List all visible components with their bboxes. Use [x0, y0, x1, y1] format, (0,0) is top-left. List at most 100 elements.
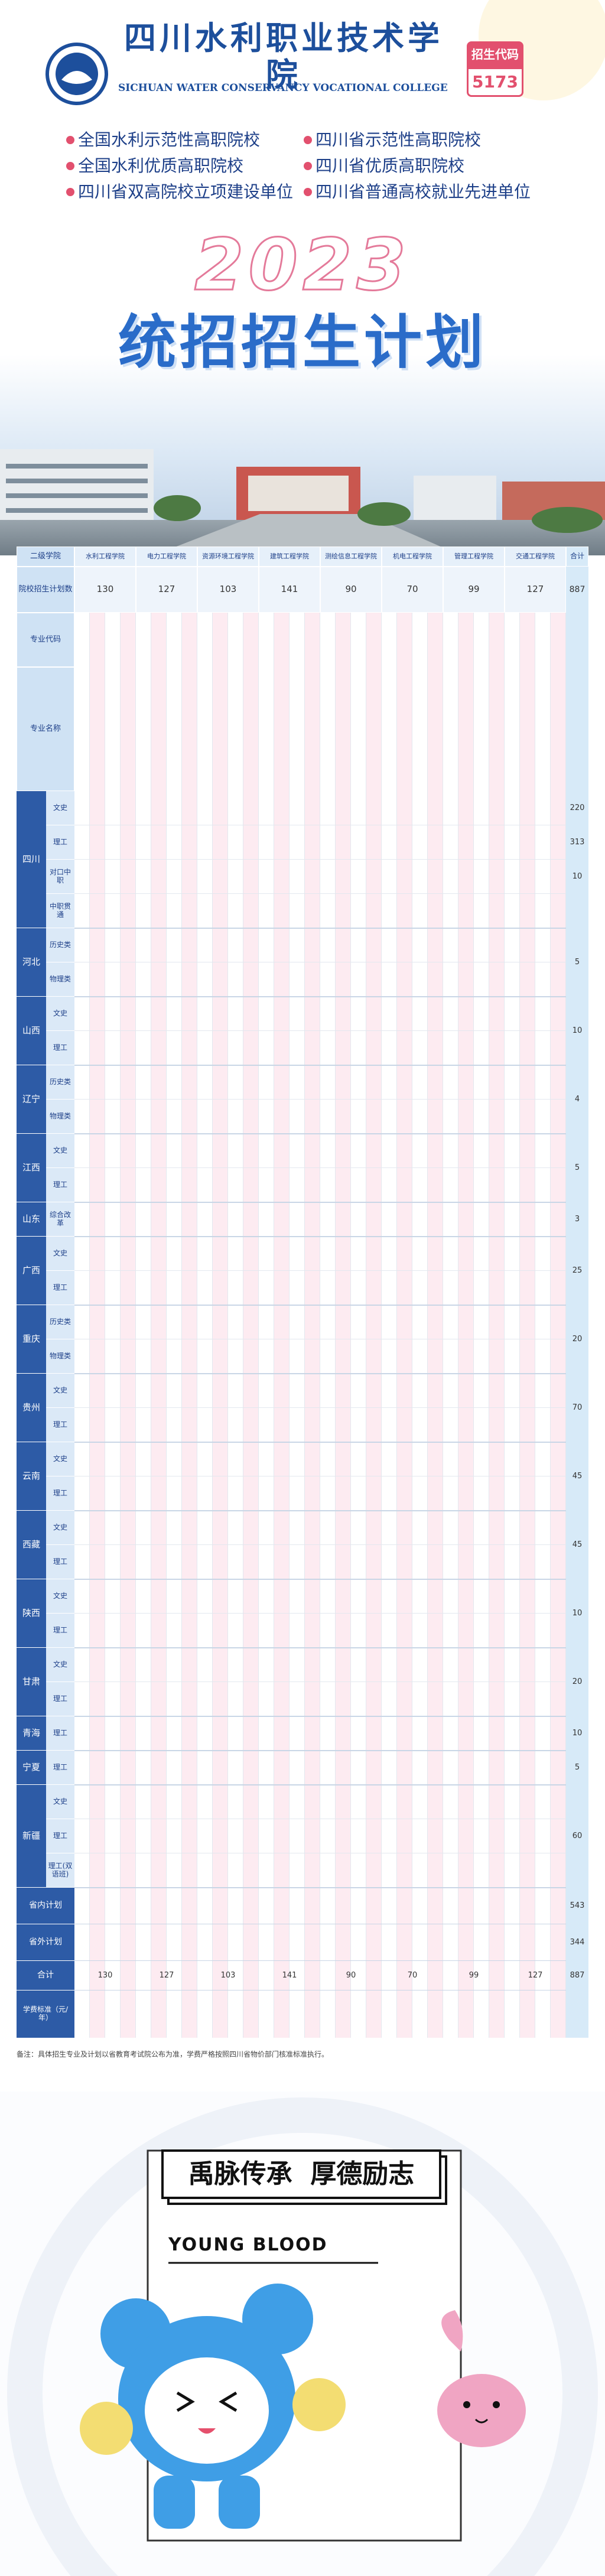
column-stripe: [551, 613, 566, 2038]
province: 宁夏: [17, 1751, 46, 1785]
college-plan: 130: [74, 567, 136, 613]
row-total: 10: [572, 1608, 583, 1618]
row-total: 60: [572, 1831, 583, 1840]
column-stripe: [105, 613, 121, 2038]
province-line: [74, 1510, 566, 1511]
province-line: [74, 1133, 566, 1134]
column-stripe: [320, 613, 336, 2038]
column-stripe: [458, 613, 474, 2038]
column-stripe: [489, 613, 505, 2038]
header-plan: 院校招生计划数: [17, 567, 74, 613]
row-line: [74, 893, 566, 894]
college-name: 资源环境工程学院: [197, 547, 259, 567]
college-name: 管理工程学院: [443, 547, 505, 567]
summary-college: 127: [159, 1970, 174, 1980]
subject: 文史: [46, 1134, 74, 1168]
row-total: 5: [574, 1762, 580, 1772]
subject: 历史类: [46, 1065, 74, 1100]
subject: 理工: [46, 1168, 74, 1202]
row-line: [74, 859, 566, 860]
subject: 理工: [46, 1682, 74, 1716]
total-plan: 887: [569, 584, 586, 594]
honor: 全国水利优质高职院校: [78, 155, 244, 175]
province-line: [74, 1750, 566, 1751]
column-stripe: [351, 613, 366, 2038]
province: 青海: [17, 1716, 46, 1751]
column-stripe: [397, 613, 412, 2038]
column-stripe: [428, 613, 443, 2038]
college-plan: 90: [320, 567, 382, 613]
honor-dot: [304, 162, 312, 170]
subject: 文史: [46, 1442, 74, 1476]
subject: 理工: [46, 1819, 74, 1853]
summary-college: 130: [97, 1970, 113, 1980]
total-column: [566, 547, 588, 2038]
honor-dot: [66, 136, 74, 144]
province-line: [74, 1236, 566, 1237]
subject: 理工: [46, 1545, 74, 1579]
province: 辽宁: [17, 1065, 46, 1134]
subject: 文史: [46, 1374, 74, 1408]
column-stripe: [213, 613, 228, 2038]
summary-total: 344: [570, 1937, 585, 1947]
honor: 四川省双高院校立项建设单位: [78, 181, 294, 201]
summary-total: 887: [570, 1970, 585, 1980]
row-total: 10: [572, 871, 583, 881]
province: 江西: [17, 1134, 46, 1202]
province-line: [74, 1202, 566, 1203]
row-total: 25: [572, 1266, 583, 1275]
honor-dot: [66, 162, 74, 170]
row-total: 220: [570, 803, 585, 812]
code-label: 招生代码: [467, 41, 523, 67]
subject: 文史: [46, 997, 74, 1031]
row-line: [74, 1960, 566, 1961]
subject: 物理类: [46, 1100, 74, 1134]
column-stripe: [443, 613, 458, 2038]
province: 云南: [17, 1442, 46, 1511]
campus-buildings: [0, 449, 605, 555]
mascot: [80, 2284, 346, 2529]
column-stripe: [474, 613, 489, 2038]
college-name: 测绘信息工程学院: [320, 547, 382, 567]
subject: 文史: [46, 1785, 74, 1819]
subject: 理工: [46, 1031, 74, 1065]
subject: 理工: [46, 1751, 74, 1785]
province-line: [74, 1305, 566, 1306]
column-stripe: [90, 613, 105, 2038]
column-stripe: [243, 613, 259, 2038]
column-stripe: [197, 613, 213, 2038]
province-line: [74, 1784, 566, 1785]
column-stripe: [259, 613, 274, 2038]
column-stripe: [151, 613, 167, 2038]
college-plan: 99: [443, 567, 505, 613]
subject: 文史: [46, 1511, 74, 1545]
row-line: [74, 1099, 566, 1100]
province-line: [74, 1373, 566, 1374]
summary-college: 90: [346, 1970, 356, 1980]
subject: 文史: [46, 1237, 74, 1271]
row-total: 3: [574, 1214, 580, 1224]
row-total: 5: [574, 957, 580, 967]
summary-label: 省内计划: [17, 1888, 74, 1924]
fee-label: 学费标准（元/年）: [17, 1990, 74, 2038]
summary-college: 103: [220, 1970, 236, 1980]
row-total: 20: [572, 1677, 583, 1686]
column-stripe: [167, 613, 182, 2038]
college-plan: 127: [136, 567, 197, 613]
row-total: 313: [570, 837, 585, 847]
summary-college: 127: [528, 1970, 543, 1980]
subject: 理工: [46, 1408, 74, 1442]
subject: 中职贯通: [46, 894, 74, 928]
summary-total: 543: [570, 1901, 585, 1910]
header-code: 专业代码: [17, 613, 74, 667]
honor-dot: [304, 188, 312, 196]
column-stripe: [228, 613, 243, 2038]
province: 新疆: [17, 1785, 46, 1888]
honor: 四川省示范性高职院校: [315, 129, 482, 149]
row-line: [74, 1613, 566, 1614]
row-total: 70: [572, 1403, 583, 1412]
column-stripe: [412, 613, 428, 2038]
summary-college: 70: [407, 1970, 418, 1980]
column-stripe: [182, 613, 197, 2038]
